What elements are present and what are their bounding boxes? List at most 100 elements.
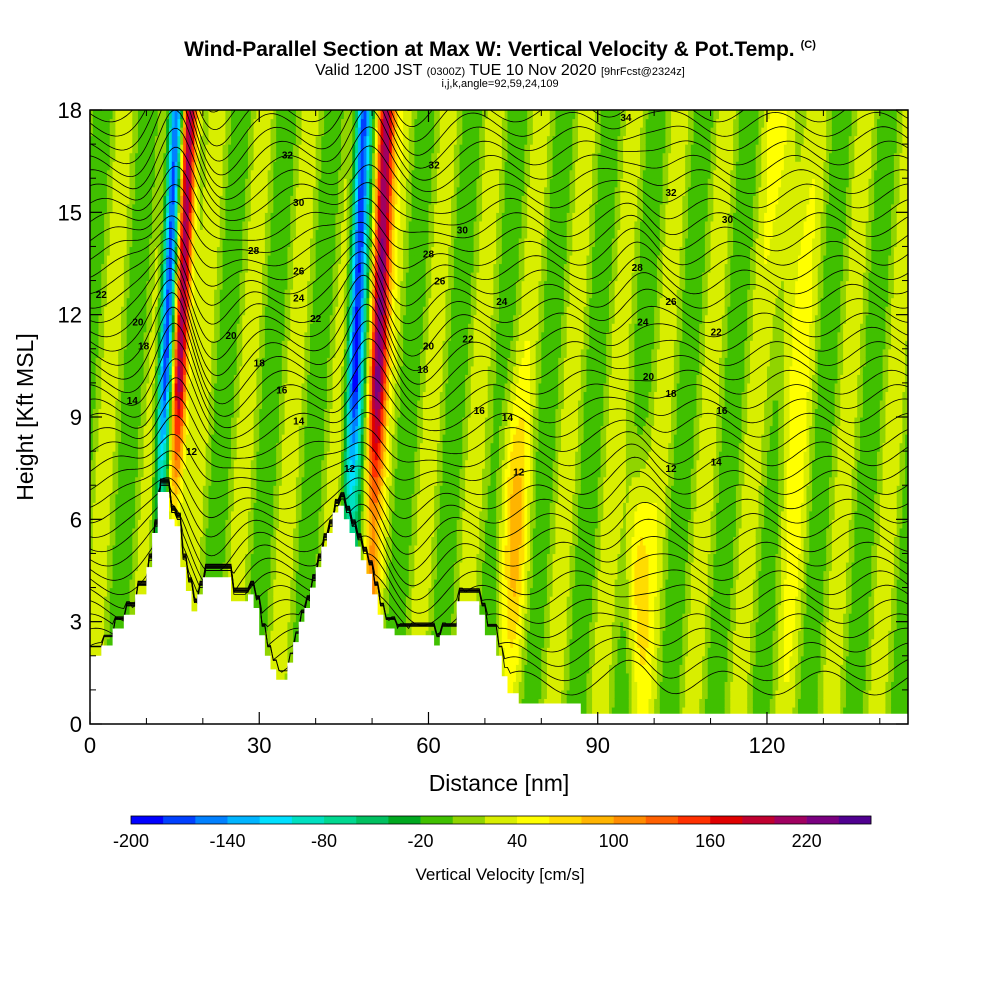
field-cell [92,442,97,452]
field-cell [197,459,201,469]
field-cell [112,596,116,606]
field-cell [183,442,187,452]
field-cell [262,220,266,230]
field-cell [174,434,179,444]
field-cell [163,399,167,410]
field-cell [118,408,122,418]
field-cell [143,331,148,341]
field-cell [281,195,286,205]
field-cell [191,144,195,154]
field-cell [247,510,252,520]
field-cell [90,178,94,188]
field-cell [109,417,114,427]
field-cell [225,570,229,580]
field-cell [245,468,249,478]
field-cell [270,655,274,665]
field-cell [157,348,162,358]
field-cell [205,476,210,486]
field-cell [171,195,176,205]
field-cell [208,186,212,196]
field-cell [202,493,207,503]
field-cell [233,272,238,282]
field-cell [250,348,255,358]
field-cell [135,493,139,503]
field-cell [278,672,283,682]
field-cell [225,519,229,529]
field-cell [129,246,133,256]
field-cell [106,186,111,196]
field-cell [281,553,286,563]
field-cell [228,323,232,333]
field-cell [143,237,148,248]
field-cell [200,570,204,580]
field-cell [115,621,119,631]
field-cell [236,212,241,222]
field-cell [92,144,97,154]
field-cell [245,442,249,452]
field-cell [166,485,170,495]
field-cell [92,502,97,512]
field-cell [149,374,153,384]
field-cell [171,451,176,461]
field-cell [231,374,235,384]
field-cell [191,519,195,529]
field-cell [98,485,102,495]
field-cell [109,587,114,597]
field-cell [143,459,148,469]
field-cell [202,118,207,128]
field-cell [92,630,97,640]
field-cell [270,186,274,196]
field-cell [200,161,204,171]
field-cell [191,485,195,495]
field-cell [247,348,252,358]
field-cell [171,212,176,222]
field-cell [188,186,193,196]
field-cell [205,229,210,239]
field-cell [95,306,100,316]
field-cell [250,135,255,145]
field-cell [118,203,122,213]
field-cell [177,186,181,196]
field-cell [205,195,210,205]
field-cell [228,374,232,384]
field-cell [250,340,255,350]
field-cell [256,127,260,137]
field-cell [98,348,102,358]
field-cell [278,527,283,537]
field-cell [276,434,280,444]
field-cell [129,254,133,265]
field-cell [216,357,221,367]
field-cell [90,186,94,196]
field-cell [216,340,221,350]
field-cell [273,272,277,282]
field-cell [146,254,150,265]
field-cell [239,152,243,162]
field-cell [225,476,229,486]
field-cell [219,527,224,537]
field-cell [98,186,102,196]
field-cell [166,135,170,145]
field-cell [90,263,94,273]
field-cell [228,399,232,410]
field-cell [123,536,128,546]
field-cell [239,178,243,188]
field-cell [146,306,150,316]
field-cell [225,331,229,341]
field-cell [267,425,272,435]
field-cell [194,331,198,341]
field-cell [152,382,156,393]
field-cell [211,408,215,418]
field-cell [259,237,263,248]
field-cell [112,536,116,546]
field-cell [270,212,274,222]
field-cell [245,118,249,128]
field-cell [137,229,142,239]
field-cell [140,399,145,410]
field-cell [168,135,173,145]
field-cell [101,135,105,145]
field-cell [152,417,156,427]
field-cell [202,237,207,248]
field-cell [253,579,258,589]
field-cell [188,408,193,418]
field-cell [90,527,94,537]
